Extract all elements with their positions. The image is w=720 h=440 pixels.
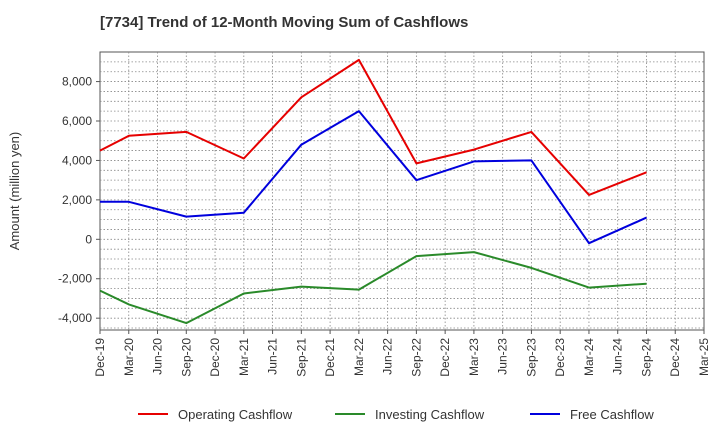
x-tick-label: Jun-22 [381, 338, 395, 375]
x-tick-label: Dec-20 [208, 338, 222, 377]
y-axis-title: Amount (million yen) [7, 132, 22, 251]
x-tick-label: Sep-22 [409, 338, 423, 377]
x-tick-label: Dec-24 [668, 338, 682, 377]
series-line-free-cashflow [100, 110, 647, 245]
series-line-investing-cashflow [99, 251, 647, 325]
x-tick-label: Jun-24 [611, 338, 625, 375]
plot-area [99, 51, 705, 331]
axes: -4,000 -2,000 0 2,000 4,000 6,000 8,000 Dec-19 M… [58, 75, 711, 377]
x-tick-label: Mar-23 [467, 338, 481, 376]
y-tick-label: 2,000 [62, 193, 92, 207]
legend-label-operating-cashflow: Operating Cashflow [178, 407, 293, 422]
y-tick-label: 0 [85, 232, 92, 246]
x-tick-label: Dec-23 [553, 338, 567, 377]
legend: Operating Cashflow Investing Cashflow Free… [138, 407, 654, 422]
series-layer [99, 58, 647, 325]
x-tick-label: Dec-22 [438, 338, 452, 377]
y-tick-label: 6,000 [62, 114, 92, 128]
x-tick-label: Mar-20 [122, 338, 136, 376]
legend-label-free-cashflow: Free Cashflow [570, 407, 654, 422]
x-tick-label: Sep-23 [524, 338, 538, 377]
chart-title: [7734] Trend of 12-Month Moving Sum of C… [100, 14, 469, 31]
grid [99, 51, 705, 331]
x-tick-label: Jun-23 [496, 338, 510, 375]
y-tick-label: -4,000 [58, 311, 92, 325]
x-tick-label: Sep-24 [639, 338, 653, 377]
x-tick-label: Mar-21 [237, 338, 251, 376]
legend-label-investing-cashflow: Investing Cashflow [375, 407, 485, 422]
x-tick-label: Dec-19 [93, 338, 107, 377]
x-tick-label: Dec-21 [323, 338, 337, 377]
x-tick-label: Sep-21 [294, 338, 308, 377]
x-tick-label: Mar-24 [582, 338, 596, 376]
y-tick-label: 4,000 [62, 153, 92, 167]
x-tick-label: Sep-20 [179, 338, 193, 377]
x-tick-label: Mar-25 [697, 338, 711, 376]
series-line-operating-cashflow [99, 58, 647, 196]
y-tick-label: -2,000 [58, 272, 92, 286]
x-tick-label: Jun-20 [151, 338, 165, 375]
y-tick-label: 8,000 [62, 75, 92, 89]
x-tick-label: Mar-22 [352, 338, 366, 376]
x-tick-label: Jun-21 [266, 338, 280, 375]
